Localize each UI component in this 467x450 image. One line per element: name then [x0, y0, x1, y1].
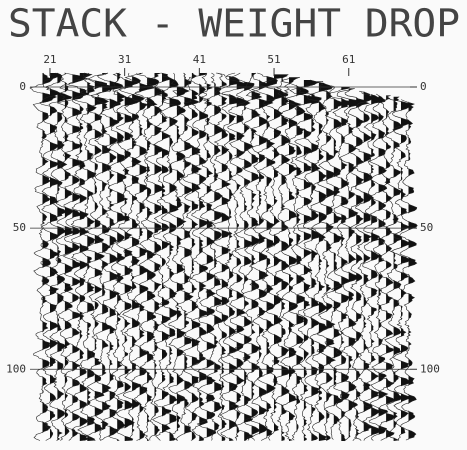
- trace-wiggle: [289, 79, 317, 440]
- trace-fill: [124, 73, 140, 441]
- trace-fill: [289, 77, 301, 441]
- trace-fill: [102, 73, 115, 441]
- x-tick-label: 41: [193, 53, 206, 66]
- trace-wiggle: [279, 76, 302, 441]
- trace-wiggle: [68, 72, 93, 441]
- trace-wiggle: [353, 90, 374, 441]
- trace-wiggle: [124, 72, 155, 441]
- trace-wiggle: [250, 72, 278, 441]
- trace-wiggle: [151, 72, 172, 441]
- trace-wiggle: [74, 72, 97, 441]
- trace-wiggle: [196, 72, 217, 441]
- x-tick-label: 51: [267, 53, 280, 66]
- trace-wiggle: [295, 81, 324, 441]
- trace-wiggle: [95, 72, 124, 441]
- y2-tick-label: 50: [420, 221, 433, 234]
- trace-wiggle: [172, 72, 200, 441]
- trace-wiggle: [282, 78, 309, 441]
- trace-wiggle: [237, 72, 263, 441]
- trace-fill: [326, 84, 336, 441]
- trace-fill: [42, 73, 57, 441]
- trace-wiggle: [55, 72, 74, 441]
- trace-wiggle: [344, 89, 370, 441]
- trace-wiggle: [271, 75, 292, 441]
- x-tick-label: 21: [43, 53, 56, 66]
- trace-wiggle: [212, 72, 231, 441]
- trace-wiggle: [38, 72, 61, 441]
- trace-fill: [72, 73, 86, 441]
- trace-wiggle: [29, 72, 58, 441]
- y2-tick-label: 0: [420, 80, 427, 93]
- trace-fill: [214, 73, 224, 441]
- trace-wiggle: [56, 72, 86, 441]
- trace-fill: [266, 73, 278, 441]
- trace-wiggle: [118, 72, 145, 441]
- trace-wiggle: [86, 72, 116, 441]
- trace-wiggle: [324, 85, 344, 440]
- trace-wiggle: [229, 72, 255, 441]
- trace-wiggle: [186, 72, 209, 441]
- trace-wiggle: [361, 92, 387, 441]
- x-tick-label: 31: [118, 53, 131, 66]
- trace-wiggle: [215, 72, 242, 441]
- y-tick-label: 100: [6, 362, 26, 375]
- trace-fill: [57, 73, 72, 441]
- y-tick-label: 50: [13, 221, 26, 234]
- trace-area: [29, 72, 418, 442]
- trace-wiggle: [316, 83, 336, 440]
- trace-wiggle: [182, 72, 203, 441]
- trace-fill: [281, 75, 291, 442]
- trace-fill: [221, 73, 231, 441]
- trace-fill: [296, 78, 309, 441]
- trace-wiggle: [80, 72, 110, 441]
- trace-fill: [348, 88, 360, 442]
- trace-fill: [109, 73, 123, 441]
- trace-fill: [147, 73, 159, 441]
- trace-fill: [356, 89, 369, 442]
- trace-fill: [303, 80, 317, 441]
- trace-wiggle: [135, 72, 160, 441]
- trace-wiggle: [258, 74, 289, 441]
- trace-wiggle: [221, 72, 253, 441]
- trace-fill: [229, 73, 241, 441]
- trace-wiggle: [112, 72, 141, 441]
- chart-title: STACK - WEIGHT DROP: [8, 2, 460, 46]
- trace-wiggle: [399, 99, 418, 441]
- trace-fill: [341, 87, 354, 441]
- trace-fill: [94, 73, 109, 441]
- x-tick-label: 61: [342, 53, 355, 66]
- trace-wiggle: [307, 82, 333, 441]
- y2-tick-label: 100: [420, 362, 440, 375]
- trace-fill: [259, 73, 273, 441]
- trace-wiggle: [384, 96, 404, 441]
- trace-fill: [318, 82, 333, 442]
- trace-wiggle: [155, 72, 182, 441]
- trace-wiggle: [107, 72, 127, 441]
- trace-wiggle: [202, 72, 225, 441]
- trace-wiggle: [329, 86, 355, 442]
- trace-fill: [386, 95, 395, 442]
- trace-fill: [117, 73, 127, 441]
- trace-fill: [50, 73, 61, 441]
- trace-fill: [251, 73, 262, 441]
- trace-fill: [79, 73, 92, 441]
- y-tick-label: 0: [19, 80, 26, 93]
- trace-wiggle: [144, 72, 164, 441]
- trace-fill: [244, 73, 254, 441]
- trace-wiggle: [161, 72, 190, 441]
- trace-fill: [184, 73, 199, 441]
